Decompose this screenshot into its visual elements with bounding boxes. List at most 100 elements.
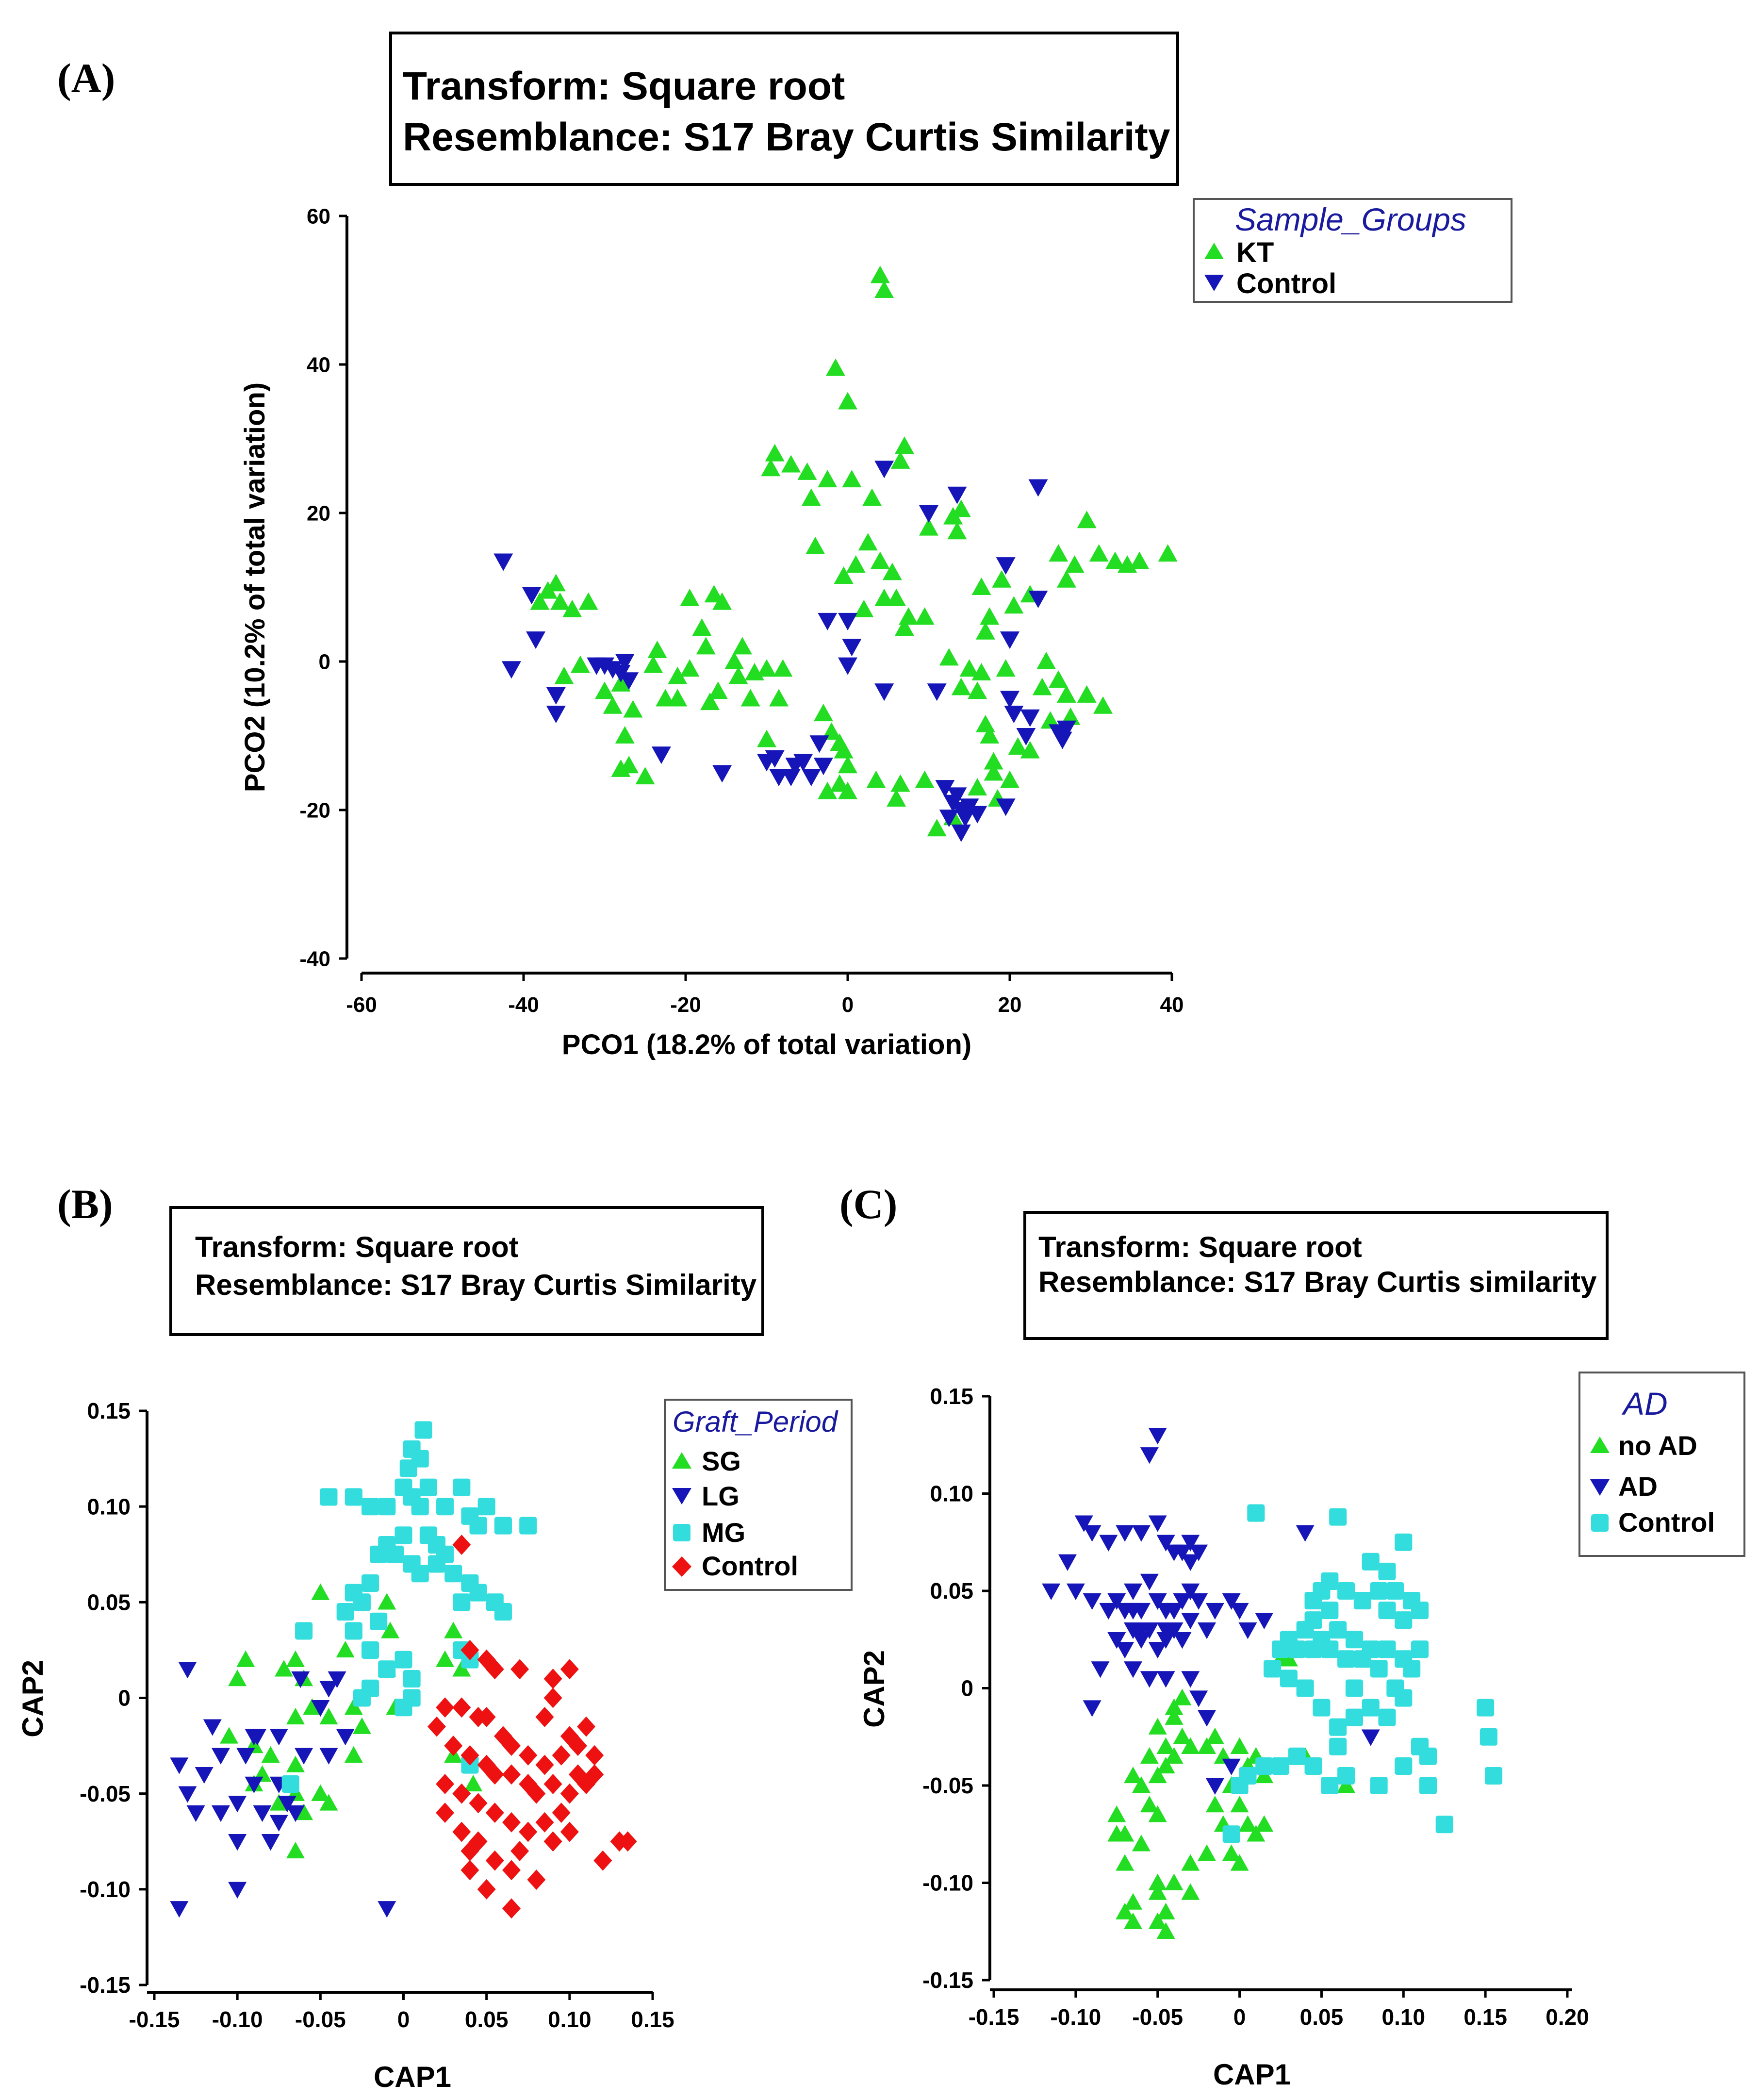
point-ad (1181, 1535, 1200, 1552)
point-control (501, 661, 521, 679)
point-lg (378, 1901, 396, 1918)
y-tick-label: 0 (319, 650, 330, 674)
point-control (460, 1841, 479, 1861)
point-ad (1107, 1632, 1126, 1649)
point-kt (818, 781, 838, 799)
point-control (1028, 479, 1048, 497)
y-tick-label: -0.15 (922, 1968, 973, 1993)
point-mg (281, 1775, 299, 1793)
panel-a-header-transform: Transform: Square root (403, 64, 845, 108)
x-tick-label: 0.15 (631, 2007, 674, 2032)
point-mg (469, 1517, 487, 1535)
point-control (546, 706, 566, 724)
point-sg (220, 1727, 239, 1744)
point-kt (813, 704, 833, 722)
point-no-ad (1148, 1873, 1167, 1890)
point-lg (203, 1719, 222, 1736)
point-kt (887, 588, 906, 606)
panel-a-label: (A) (57, 55, 115, 101)
y-tick-label: 0 (118, 1686, 131, 1711)
point-no-ad (1337, 1776, 1356, 1793)
legend-sg-triangle-up-icon (672, 1452, 691, 1469)
point-kt (643, 655, 663, 673)
point-control (502, 1764, 521, 1785)
point-control (1247, 1504, 1265, 1522)
point-lg (228, 1882, 247, 1899)
plot-c-y-axis-label: CAP2 (858, 1650, 890, 1728)
plot-c-legend-title: AD (1621, 1386, 1668, 1422)
point-mg (419, 1478, 437, 1496)
point-control (619, 672, 639, 690)
point-sg (344, 1698, 363, 1715)
point-control (1000, 691, 1019, 709)
x-tick-label: 0.10 (1382, 2004, 1426, 2030)
point-control (1280, 1670, 1298, 1687)
point-control (951, 824, 971, 842)
point-control (1329, 1621, 1347, 1639)
point-kt (968, 778, 987, 796)
plot-a-legend-title: Sample_Groups (1235, 201, 1466, 237)
point-lg (336, 1729, 355, 1746)
point-control (785, 758, 805, 776)
point-ad (1361, 1729, 1380, 1746)
point-kt (996, 659, 1016, 677)
point-kt (1105, 551, 1125, 569)
point-control (427, 1716, 446, 1737)
point-control (519, 1745, 538, 1766)
point-kt (696, 637, 716, 655)
point-kt (971, 662, 991, 680)
point-ad (1189, 1593, 1208, 1610)
plot-b-ticks: -0.15 -0.10 -0.05 0 0.05 0.10 0.15 -0.15 -0.10 -0… (80, 1398, 674, 2032)
point-kt (975, 715, 995, 733)
point-control (1370, 1776, 1388, 1795)
point-control (436, 1774, 455, 1794)
point-mg (370, 1545, 388, 1563)
point-no-ad (1140, 1796, 1159, 1813)
point-kt (692, 618, 712, 636)
point-control (543, 1669, 562, 1689)
point-control (485, 1659, 504, 1680)
point-no-ad (1165, 1708, 1184, 1725)
point-control (452, 1783, 471, 1804)
plot-c-legend-item-ad: AD (1618, 1471, 1658, 1502)
point-control (502, 1860, 521, 1881)
x-tick-label: 0.15 (1463, 2004, 1507, 2030)
panel-b-header-box (169, 1206, 764, 1336)
point-control (1000, 631, 1019, 649)
point-control (460, 1745, 479, 1766)
point-control (813, 758, 833, 776)
point-control (1395, 1757, 1413, 1775)
point-control (1378, 1602, 1396, 1620)
x-tick-label: 0 (397, 2007, 410, 2032)
point-control (1345, 1679, 1364, 1697)
point-kt (980, 607, 1000, 625)
point-mg (436, 1545, 454, 1563)
point-lg (269, 1729, 288, 1746)
point-lg (178, 1786, 197, 1803)
point-sg (286, 1841, 305, 1859)
point-control (801, 769, 821, 787)
point-mg (453, 1593, 471, 1611)
point-control (1378, 1562, 1396, 1580)
point-no-ad (1173, 1688, 1192, 1705)
point-control (781, 769, 801, 787)
panel-c-header-box (1023, 1211, 1609, 1340)
point-mg (453, 1478, 471, 1496)
point-control (560, 1726, 579, 1747)
point-kt (647, 641, 667, 659)
x-tick-label: -0.05 (295, 2007, 346, 2032)
y-tick-label: -20 (299, 798, 330, 822)
point-control (838, 657, 857, 675)
x-tick-label: 0.05 (1300, 2004, 1344, 2030)
point-mg (361, 1498, 379, 1516)
point-no-ad (1255, 1815, 1274, 1832)
point-control (1296, 1621, 1314, 1639)
point-lg (328, 1671, 346, 1688)
point-no-ad (1230, 1796, 1249, 1813)
point-mg (353, 1689, 371, 1707)
point-kt (704, 585, 724, 603)
plot-a-legend-item-control: Control (1236, 268, 1336, 299)
plot-b-legend: Graft_Period SG LG MG Control (664, 1399, 853, 1591)
legend-lg-triangle-down-icon (672, 1488, 691, 1505)
y-tick-label: 60 (307, 204, 330, 228)
